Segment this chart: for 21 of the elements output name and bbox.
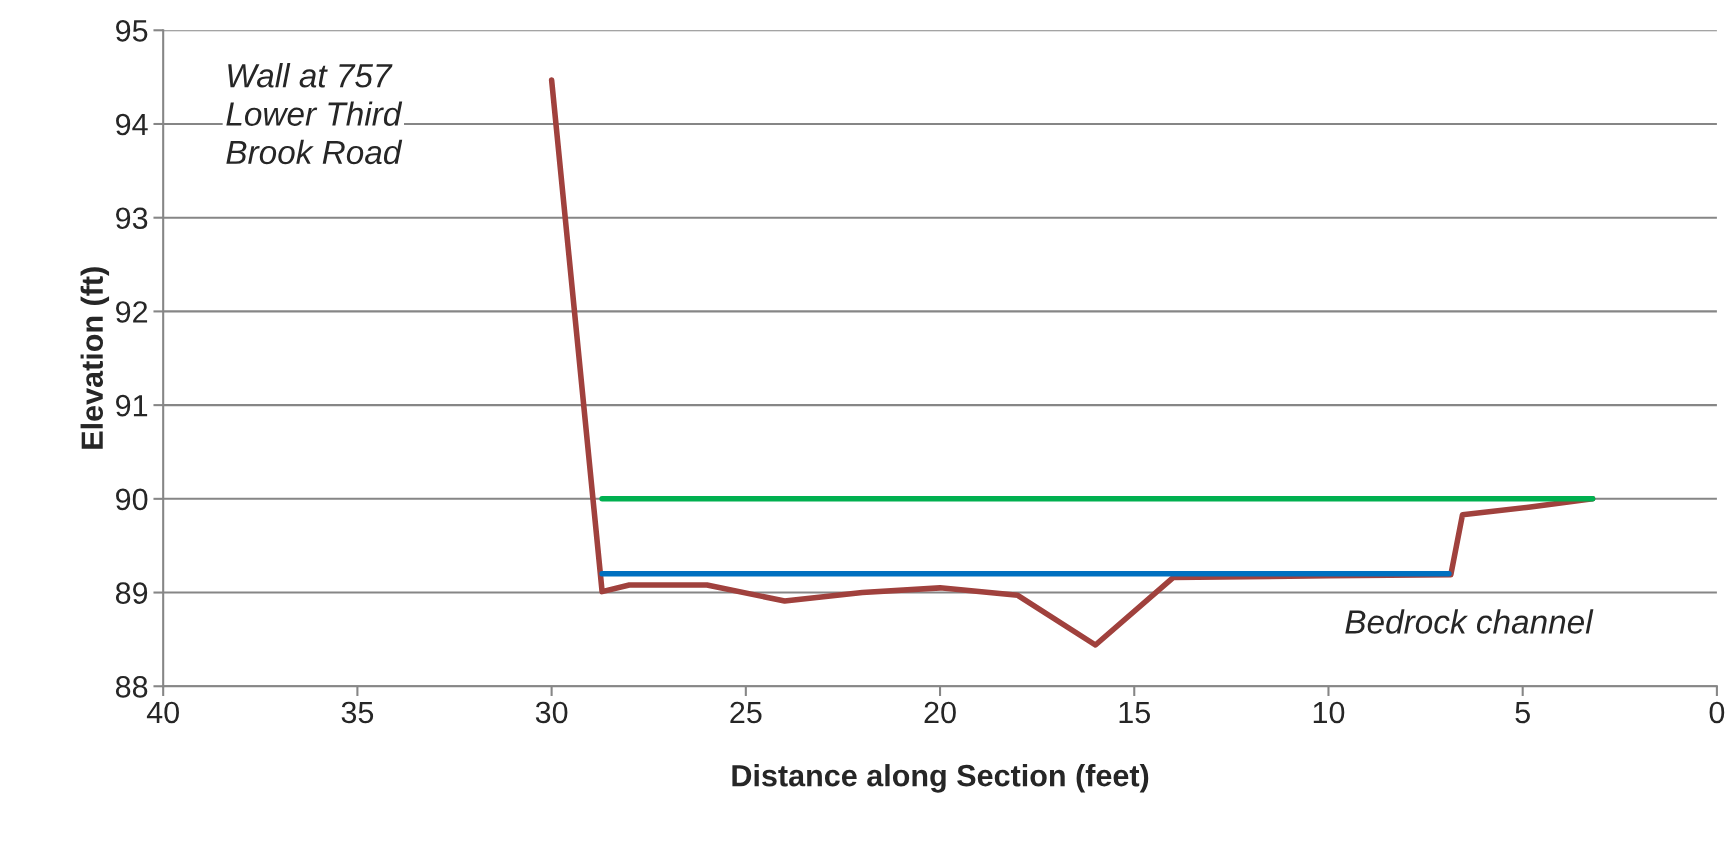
y-tick-label: 94 xyxy=(116,113,148,136)
x-tick-label: 0 xyxy=(1709,701,1725,724)
y-tick-label: 95 xyxy=(116,20,148,42)
y-axis-title: Elevation (ft) xyxy=(80,267,110,449)
x-tick-label: 40 xyxy=(146,701,179,724)
y-tick-label: 89 xyxy=(115,582,148,604)
y-tick-label: 91 xyxy=(116,394,148,417)
x-tick-label: 10 xyxy=(1313,701,1345,724)
x-axis-title: Distance along Section (feet) xyxy=(732,764,1149,793)
x-tick-label: 25 xyxy=(730,701,762,724)
x-tick-label: 15 xyxy=(1119,701,1150,724)
x-tick-label: 30 xyxy=(535,701,568,724)
x-tick-label: 35 xyxy=(341,701,374,724)
y-tick-label: 93 xyxy=(116,207,148,230)
y-tick-label: 90 xyxy=(116,488,148,511)
x-tick-label: 20 xyxy=(924,701,956,724)
x-tick-label: 5 xyxy=(1515,701,1530,724)
annotation: Bedrock channel xyxy=(1345,609,1594,634)
y-tick-label: 92 xyxy=(116,301,148,323)
y-tick-label: 88 xyxy=(115,675,148,698)
annotation: Wall at 757 Lower Third Brook Road xyxy=(226,63,403,165)
